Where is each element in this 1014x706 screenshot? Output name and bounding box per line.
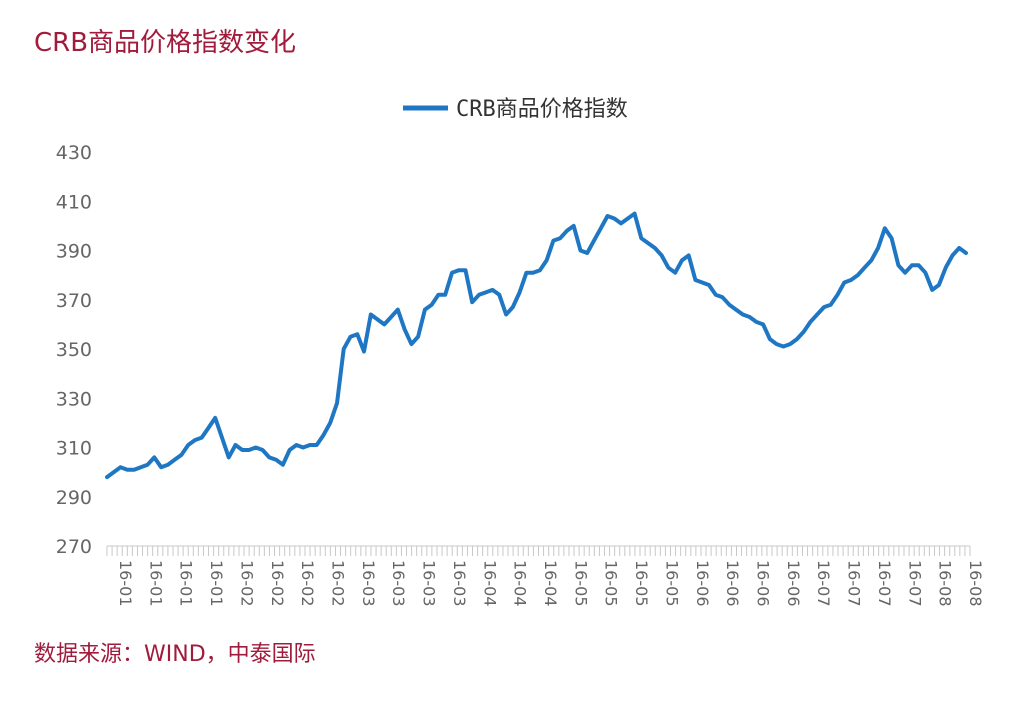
x-tick-label: 16-07 <box>905 560 924 607</box>
y-tick-label: 290 <box>56 487 92 509</box>
x-tick-label: 16-08 <box>966 560 985 607</box>
y-tick-label: 370 <box>56 290 92 312</box>
x-tick-label: 16-06 <box>784 560 803 607</box>
x-tick-label: 16-07 <box>875 560 894 607</box>
x-tick-label: 16-01 <box>177 560 196 607</box>
x-tick-label: 16-04 <box>511 560 530 607</box>
x-tick-label: 16-04 <box>541 560 560 607</box>
x-tick-label: 16-02 <box>298 560 317 607</box>
legend-label: CRB商品价格指数 <box>456 97 628 122</box>
x-tick-label: 16-01 <box>146 560 165 607</box>
x-tick-label: 16-05 <box>571 560 590 607</box>
series-line-crb <box>105 211 968 480</box>
x-tick-label: 16-02 <box>268 560 287 607</box>
y-tick-label: 270 <box>56 536 92 558</box>
x-tick-label: 16-02 <box>329 560 348 607</box>
x-tick-label: 16-03 <box>450 560 469 607</box>
x-tick-label: 16-01 <box>207 560 226 607</box>
x-tick-label: 16-07 <box>814 560 833 607</box>
data-source-note: 数据来源：WIND，中泰国际 <box>34 642 316 667</box>
x-axis: 16-01 16-01 16-01 16-01 16-02 16-02 16-02 16-02… <box>106 545 985 607</box>
series-layer <box>105 211 968 480</box>
x-tick-label: 16-08 <box>936 560 955 607</box>
x-tick-label: 16-06 <box>723 560 742 607</box>
x-tick-label: 16-06 <box>693 560 712 607</box>
y-tick-label: 350 <box>56 339 92 361</box>
x-tick-label: 16-01 <box>116 560 135 607</box>
x-tick-label: 16-05 <box>662 560 681 607</box>
y-tick-label: 390 <box>56 241 92 263</box>
x-tick-label: 16-02 <box>237 560 256 607</box>
x-tick-label: 16-05 <box>632 560 651 607</box>
chart-title: CRB商品价格指数变化 <box>34 28 297 58</box>
y-tick-label: 410 <box>56 191 92 213</box>
x-tick-label: 16-06 <box>754 560 773 607</box>
x-tick-label: 16-04 <box>480 560 499 607</box>
x-tick-label: 16-05 <box>602 560 621 607</box>
x-tick-label: 16-03 <box>389 560 408 607</box>
y-tick-label: 330 <box>56 388 92 410</box>
legend: CRB商品价格指数 <box>403 97 628 122</box>
x-tick-label: 16-03 <box>359 560 378 607</box>
x-tick-label: 16-07 <box>845 560 864 607</box>
y-tick-label: 310 <box>56 438 92 460</box>
x-tick-label: 16-03 <box>420 560 439 607</box>
y-tick-label: 430 <box>56 142 92 164</box>
y-axis: 270 290 310 330 350 370 390 410 430 <box>56 142 92 558</box>
